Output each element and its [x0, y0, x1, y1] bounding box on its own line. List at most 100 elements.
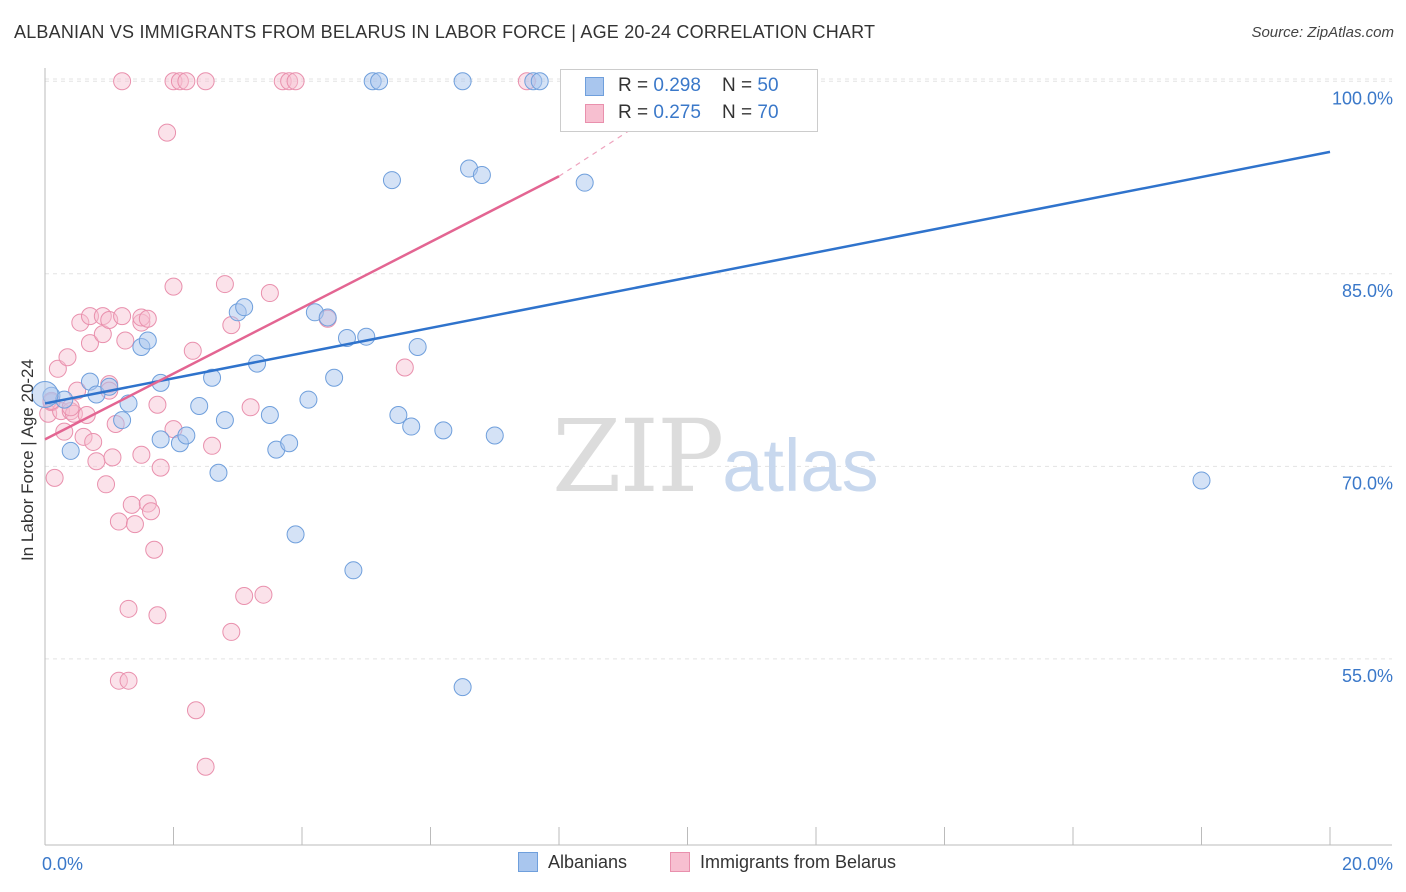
- legend-r-value: 0.298: [653, 75, 701, 96]
- legend-r-value: 0.275: [653, 102, 701, 123]
- belarus-point: [80, 307, 99, 326]
- albanian-point: [151, 430, 170, 449]
- albanian-point: [575, 173, 594, 192]
- belarus-point: [235, 586, 254, 605]
- belarus-point: [74, 427, 93, 446]
- belarus-swatch-icon: [585, 104, 604, 123]
- belarus-point: [196, 757, 215, 776]
- albanian-point: [209, 463, 228, 482]
- belarus-point: [142, 502, 161, 521]
- albanians-legend-icon: [518, 852, 538, 872]
- trend-lines: [44, 92, 1331, 441]
- albanian-point: [370, 72, 389, 91]
- belarus-point: [109, 671, 128, 690]
- albanian-point: [203, 368, 222, 387]
- belarus-point: [132, 308, 151, 327]
- belarus-point: [132, 445, 151, 464]
- albanian-point: [344, 561, 363, 580]
- belarus-point: [45, 468, 64, 487]
- x-tick-label: 20.0%: [1342, 854, 1393, 874]
- belarus-point: [222, 622, 241, 641]
- legend-n-value: 50: [757, 75, 779, 96]
- albanian-point: [286, 525, 305, 544]
- x-tick-label: 0.0%: [42, 854, 83, 874]
- belarus-point: [84, 432, 103, 451]
- belarus-point: [122, 495, 141, 514]
- albanian-points: [31, 72, 1211, 697]
- belarus-point: [254, 585, 273, 604]
- belarus-point: [286, 72, 305, 91]
- albanian-point: [408, 337, 427, 356]
- watermark: ZIPatlas: [552, 398, 879, 515]
- belarus-legend-icon: [670, 852, 690, 872]
- belarus-point: [87, 452, 106, 471]
- y-tick-label: 100.0%: [1332, 88, 1393, 108]
- belarus-point: [71, 313, 90, 332]
- belarus-point: [186, 701, 205, 720]
- belarus-point: [68, 381, 87, 400]
- chart-title: ALBANIAN VS IMMIGRANTS FROM BELARUS IN L…: [14, 22, 876, 42]
- legend-n-label: N =: [722, 75, 758, 96]
- albanian-point: [453, 72, 472, 91]
- albanian-point: [472, 165, 491, 184]
- legend-r-label: R =: [618, 102, 654, 123]
- watermark-zip: ZIP: [552, 398, 724, 515]
- albanian-point: [530, 72, 549, 91]
- belarus-point: [97, 475, 116, 494]
- belarus-point: [119, 599, 138, 618]
- belarus-point: [215, 275, 234, 294]
- albanian-point: [177, 426, 196, 445]
- gridlines: [45, 78, 1392, 660]
- albanian-point: [190, 397, 209, 416]
- watermark-atlas: atlas: [722, 424, 879, 507]
- belarus-point: [177, 72, 196, 91]
- axes: [44, 68, 1392, 846]
- y-tick-label: 55.0%: [1342, 666, 1393, 686]
- belarus-point: [113, 72, 132, 91]
- belarus-point: [48, 359, 67, 378]
- belarus-point: [158, 123, 177, 142]
- albanian-point: [61, 441, 80, 460]
- albanian-point: [299, 390, 318, 409]
- legend-n-value: 70: [757, 102, 779, 123]
- belarus-point: [58, 348, 77, 367]
- belarus-trend-line: [44, 175, 560, 441]
- belarus-point: [395, 358, 414, 377]
- belarus-point: [119, 671, 138, 690]
- belarus-point: [273, 72, 292, 91]
- belarus-legend-label: Immigrants from Belarus: [700, 852, 897, 872]
- belarus-point: [183, 341, 202, 360]
- belarus-point: [116, 331, 135, 350]
- belarus-point: [260, 284, 279, 303]
- albanian-point: [215, 411, 234, 430]
- belarus-point: [80, 334, 99, 353]
- y-tick-label: 85.0%: [1342, 281, 1393, 301]
- albanian-point: [138, 331, 157, 350]
- source-label: Source: ZipAtlas.com: [1251, 24, 1394, 41]
- albanian-point: [318, 308, 337, 327]
- belarus-point: [113, 307, 132, 326]
- belarus-point: [241, 398, 260, 417]
- y-tick-label: 70.0%: [1342, 473, 1393, 493]
- belarus-point: [196, 72, 215, 91]
- bottom-legend-albanians[interactable]: Albanians: [518, 852, 627, 873]
- belarus-point: [109, 512, 128, 531]
- y-axis-label: In Labor Force | Age 20-24: [18, 359, 37, 561]
- belarus-point: [138, 309, 157, 328]
- tick-labels: 55.0% 70.0% 85.0% 100.0% 0.0% 20.0%: [42, 88, 1393, 874]
- belarus-point: [125, 515, 144, 534]
- albanian-point: [485, 426, 504, 445]
- albanian-point: [280, 434, 299, 453]
- stats-legend: R = 0.298 N = 50 R = 0.275 N = 70: [560, 69, 818, 132]
- albanian-point: [434, 421, 453, 440]
- belarus-point: [148, 606, 167, 625]
- bottom-legend-belarus[interactable]: Immigrants from Belarus: [670, 852, 896, 873]
- legend-n-label: N =: [722, 102, 758, 123]
- belarus-point: [148, 395, 167, 414]
- albanians-legend-label: Albanians: [548, 852, 628, 872]
- belarus-point: [280, 72, 299, 91]
- belarus-point: [145, 540, 164, 559]
- albanian-point: [453, 678, 472, 697]
- albanian-point: [389, 405, 408, 424]
